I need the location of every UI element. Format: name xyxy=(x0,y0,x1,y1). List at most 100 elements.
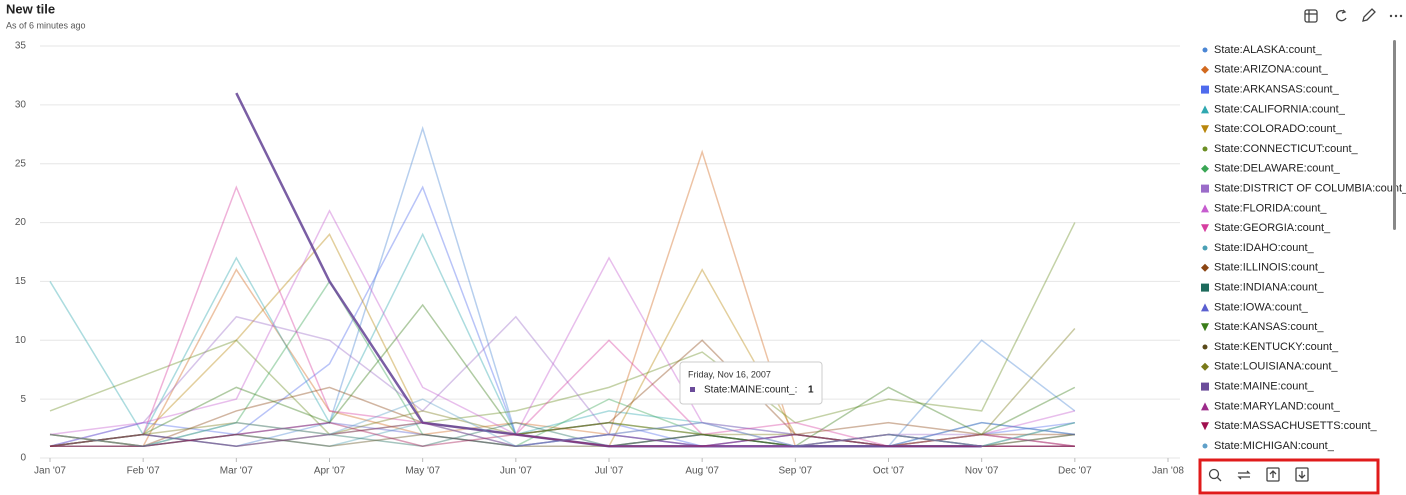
legend-marker xyxy=(1201,422,1209,431)
legend-item[interactable]: State:ARKANSAS:count_ xyxy=(1201,84,1340,96)
legend-marker xyxy=(1202,47,1208,53)
legend-item[interactable]: State:INDIANA:count_ xyxy=(1201,282,1324,294)
edit-button[interactable] xyxy=(1362,8,1376,22)
legend-item[interactable]: State:CALIFORNIA:count_ xyxy=(1201,103,1346,115)
legend-item[interactable]: State:DISTRICT OF COLUMBIA:count_ xyxy=(1201,183,1406,195)
legend-marker xyxy=(1201,263,1209,272)
series-line xyxy=(49,421,1075,447)
legend-label: State:MICHIGAN:count_ xyxy=(1214,440,1335,452)
tooltip: Friday, Nov 16, 2007 State:MAINE:count_:… xyxy=(679,361,823,405)
table-view-button[interactable] xyxy=(1304,9,1318,23)
zoom-button[interactable] xyxy=(1208,468,1222,482)
legend-marker xyxy=(1202,344,1208,350)
legend-label: State:MASSACHUSETTS:count_ xyxy=(1214,420,1377,432)
refresh-button[interactable] xyxy=(1336,9,1347,22)
legend-label: State:CONNECTICUT:count_ xyxy=(1214,143,1359,155)
y-tick-label: 15 xyxy=(15,276,27,287)
series-line xyxy=(49,232,1075,447)
series-line xyxy=(49,222,1076,436)
legend-item[interactable]: State:FLORIDA:count_ xyxy=(1201,202,1327,214)
legend-item[interactable]: State:MASSACHUSETTS:count_ xyxy=(1201,420,1377,432)
y-tick-label: 30 xyxy=(15,99,27,110)
legend-label: State:FLORIDA:count_ xyxy=(1214,202,1327,214)
legend-label: State:MARYLAND:count_ xyxy=(1214,400,1341,412)
tooltip-value: 1 xyxy=(808,385,814,396)
legend-marker xyxy=(1201,184,1209,193)
y-tick-label: 35 xyxy=(15,41,27,52)
legend-marker xyxy=(1201,125,1209,134)
y-tick-label: 25 xyxy=(15,158,27,169)
legend-item[interactable]: State:KANSAS:count_ xyxy=(1201,321,1324,333)
series-line xyxy=(235,92,982,448)
x-tick-label: Jul '07 xyxy=(595,466,624,477)
legend-label: State:ILLINOIS:count_ xyxy=(1214,262,1325,274)
y-tick-label: 5 xyxy=(20,394,26,405)
legend-marker xyxy=(1201,283,1209,292)
legend-item[interactable]: State:LOUISIANA:count_ xyxy=(1201,361,1338,373)
legend-marker xyxy=(1201,85,1209,94)
legend-marker xyxy=(1201,323,1209,332)
legend-label: State:GEORGIA:count_ xyxy=(1214,222,1331,234)
x-tick-label: Apr '07 xyxy=(314,466,346,477)
legend-marker xyxy=(1202,146,1208,152)
legend-marker xyxy=(1201,105,1209,114)
more-button[interactable] xyxy=(1389,14,1403,18)
x-tick-label: Dec '07 xyxy=(1058,466,1092,477)
legend-item[interactable]: State:ALASKA:count_ xyxy=(1202,44,1323,56)
legend-item[interactable]: State:CONNECTICUT:count_ xyxy=(1202,143,1359,155)
legend-label: State:DISTRICT OF COLUMBIA:count_ xyxy=(1214,183,1406,195)
legend-label: State:DELAWARE:count_ xyxy=(1214,163,1341,175)
x-tick-label: Sep '07 xyxy=(779,466,813,477)
reset-button[interactable] xyxy=(1237,470,1251,480)
legend-label: State:IOWA:count_ xyxy=(1214,301,1309,313)
series-line xyxy=(49,280,1076,448)
legend-label: State:ALASKA:count_ xyxy=(1214,44,1323,56)
legend-label: State:ARIZONA:count_ xyxy=(1214,64,1329,76)
series-line xyxy=(49,185,1075,447)
x-tick-label: Jun '07 xyxy=(500,466,532,477)
x-tick-label: Feb '07 xyxy=(127,466,160,477)
legend-label: State:CALIFORNIA:count_ xyxy=(1214,103,1346,115)
legend-item[interactable]: State:MICHIGAN:count_ xyxy=(1202,440,1335,452)
series-line xyxy=(49,398,1076,448)
legend-marker xyxy=(1202,443,1208,449)
legend-item[interactable]: State:IOWA:count_ xyxy=(1201,301,1309,313)
legend-label: State:KENTUCKY:count_ xyxy=(1214,341,1339,353)
legend-scrollbar[interactable] xyxy=(1393,40,1396,230)
legend-item[interactable]: State:GEORGIA:count_ xyxy=(1201,222,1331,234)
legend-item[interactable]: State:MAINE:count_ xyxy=(1201,381,1315,393)
legend-item[interactable]: State:ARIZONA:count_ xyxy=(1201,64,1329,76)
legend-item[interactable]: State:DELAWARE:count_ xyxy=(1201,163,1341,175)
legend-marker xyxy=(1201,224,1209,233)
pan-up-button[interactable] xyxy=(1266,467,1280,482)
x-tick-label: Oct '07 xyxy=(873,466,905,477)
legend-marker xyxy=(1201,164,1209,173)
series-line xyxy=(49,303,1076,448)
legend-marker xyxy=(1201,362,1209,371)
legend-label: State:ARKANSAS:count_ xyxy=(1214,84,1340,96)
legend-item[interactable]: State:COLORADO:count_ xyxy=(1201,123,1343,135)
legend-label: State:INDIANA:count_ xyxy=(1214,282,1324,294)
pan-down-button[interactable] xyxy=(1295,467,1309,482)
highlight-box xyxy=(1198,458,1380,495)
legend-item[interactable]: State:KENTUCKY:count_ xyxy=(1202,341,1339,353)
legend-item[interactable]: State:ILLINOIS:count_ xyxy=(1201,262,1325,274)
y-tick-label: 10 xyxy=(15,335,27,346)
x-tick-label: Jan '07 xyxy=(34,466,66,477)
legend-label: State:IDAHO:count_ xyxy=(1214,242,1315,254)
legend-label: State:COLORADO:count_ xyxy=(1214,123,1343,135)
legend-label: State:MAINE:count_ xyxy=(1214,381,1315,393)
tile-toolbar xyxy=(1304,8,1403,23)
legend-marker xyxy=(1201,204,1209,213)
legend-marker xyxy=(1202,245,1208,251)
legend-label: State:LOUISIANA:count_ xyxy=(1214,361,1338,373)
x-tick-label: Jan '08 xyxy=(1152,466,1184,477)
legend-item[interactable]: State:MARYLAND:count_ xyxy=(1201,400,1341,412)
legend-marker xyxy=(1201,65,1209,74)
legend-item[interactable]: State:IDAHO:count_ xyxy=(1202,242,1315,254)
x-tick-label: Mar '07 xyxy=(220,466,253,477)
tile-subtitle: As of 6 minutes ago xyxy=(6,20,86,30)
legend-label: State:KANSAS:count_ xyxy=(1214,321,1324,333)
